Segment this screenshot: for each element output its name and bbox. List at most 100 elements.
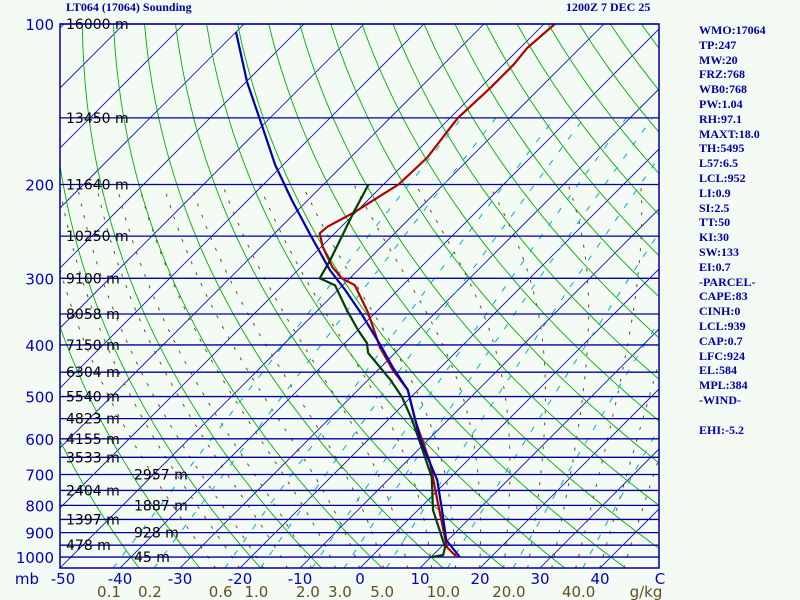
mixing-ratio-line	[259, 117, 585, 568]
height-label: 928 m	[134, 526, 179, 542]
height-label: 45 m	[134, 550, 170, 566]
dry-adiabat-line	[144, 24, 444, 568]
pressure-tick-label: 100	[25, 16, 54, 34]
isotherm-line	[239, 148, 659, 568]
height-label: 3533 m	[66, 450, 120, 466]
dry-adiabat-line	[330, 24, 659, 464]
stat-line: RH:97.1	[699, 111, 742, 126]
height-label: 478 m	[66, 538, 111, 554]
isotherm-line	[60, 24, 65, 29]
stat-line: CAP:0.7	[699, 333, 743, 348]
mixing-ratio-tick-label: 10.0	[427, 583, 460, 600]
stat-line: TP:247	[699, 37, 737, 52]
isotherm-line	[60, 24, 365, 329]
dry-adiabat-line	[60, 162, 262, 568]
mixing-ratio-line	[446, 231, 659, 568]
dry-adiabat-line	[797, 24, 800, 568]
mixing-ratio-line	[343, 117, 653, 568]
isotherm-line	[60, 24, 485, 449]
height-label: 7150 m	[66, 338, 120, 354]
stat-line: EI:0.7	[699, 259, 731, 274]
moist-adiabat-line	[551, 184, 590, 568]
moist-adiabat-line	[190, 184, 385, 568]
stat-line: LI:0.9	[699, 185, 731, 200]
isobars	[60, 23, 659, 558]
mixing-ratio-line	[224, 117, 556, 568]
stat-line: SI:2.5	[699, 200, 730, 215]
plot-frame	[59, 23, 660, 569]
stat-line: -PARCEL-	[699, 274, 756, 289]
isotherm-line	[539, 448, 659, 568]
temperature-unit-label: C	[655, 570, 665, 588]
pressure-tick-label: 400	[25, 337, 54, 355]
pressure-tick-label: 500	[25, 389, 54, 407]
stat-line: EL:584	[699, 363, 738, 378]
moist-adiabat-line	[138, 184, 337, 568]
stat-line: L57:6.5	[699, 156, 738, 171]
isotherm-line	[479, 388, 659, 568]
temperature-tick-label: -30	[168, 570, 193, 588]
height-label: 5540 m	[66, 390, 120, 406]
stat-line: SW:133	[699, 244, 740, 259]
dry-adiabat-line	[206, 24, 566, 568]
stat-line: TH:5495	[699, 141, 745, 156]
isotherm-line	[60, 24, 305, 269]
isotherm-line	[60, 24, 545, 509]
mixing-ratio-tick-label: 1.0	[244, 583, 268, 600]
height-label: 8058 m	[66, 307, 120, 323]
mixing-ratio-line	[311, 117, 627, 568]
temperature-tick-label: 30	[530, 570, 549, 588]
mixing-ratio-tick-label: 0.1	[97, 583, 121, 600]
mixing-ratio-tick-label: 20.0	[492, 583, 525, 600]
mixing-ratio-tick-label: 2.0	[296, 583, 320, 600]
height-label: 2404 m	[66, 483, 120, 499]
mixing-ratio-line	[582, 426, 659, 568]
pressure-tick-label: 700	[25, 466, 54, 484]
stat-line: EHI:-5.2	[699, 422, 744, 437]
mixing-ratio-tick-label: 0.6	[209, 583, 233, 600]
height-label: 10250 m	[66, 229, 129, 245]
moist-adiabat-line	[599, 360, 659, 568]
height-label: 1397 m	[66, 512, 120, 528]
moist-adiabat-line	[60, 185, 241, 568]
stat-line: MPL:384	[699, 378, 748, 393]
stat-line: WMO:17064	[699, 23, 766, 37]
dry-adiabat-line	[578, 24, 659, 133]
temperature-tick-label: -50	[51, 570, 76, 588]
background-lines	[60, 24, 800, 568]
moist-adiabat-line	[353, 184, 482, 568]
temperature-tick-label: -20	[228, 570, 253, 588]
mixing-ratio-line	[385, 156, 659, 568]
moist-adiabat-line	[301, 184, 457, 568]
chart-title: LT064 (17064) Sounding	[66, 0, 192, 14]
stat-line: LCL:939	[699, 318, 746, 333]
moist-adiabat-line	[488, 184, 546, 568]
mixing-ratio-tick-label: 3.0	[328, 583, 352, 600]
stability-indices-panel: WMO:17064 TP:247 MW:20 FRZ:768 WB0:768 PW:1.0…	[699, 23, 766, 437]
axis-labels: 16000 m 13450 m 11640 m 10250 m 9100 m 8058 m…	[15, 16, 665, 600]
height-label: 2957 m	[134, 467, 188, 483]
height-label: 4823 m	[66, 412, 120, 428]
dry-adiabat-line	[299, 24, 659, 506]
stat-line: FRZ:768	[699, 67, 745, 82]
stat-line: MW:20	[699, 52, 738, 67]
stat-line: CAPE:83	[699, 289, 748, 304]
dry-adiabat-line	[60, 439, 140, 568]
dry-adiabat-line	[454, 24, 659, 298]
pressure-unit-label: mb	[15, 570, 39, 588]
dry-adiabat-line	[361, 24, 659, 422]
temperature-tick-label: -40	[108, 570, 133, 588]
dry-adiabat-line	[112, 24, 384, 568]
isotherm-line	[60, 24, 245, 209]
temperature-tick-label: 40	[590, 570, 609, 588]
dry-adiabat-line	[175, 24, 505, 568]
moist-adiabat-line	[415, 184, 511, 568]
sounding-time: 1200Z 7 DEC 25	[566, 0, 651, 14]
isotherm-line	[179, 88, 659, 568]
pressure-tick-label: 200	[25, 176, 54, 194]
moist-adiabat-line	[116, 184, 313, 568]
height-label: 1887 m	[134, 498, 188, 514]
mixing-ratio-tick-label: 0.2	[138, 583, 162, 600]
dry-adiabat-line	[485, 24, 659, 257]
stat-line: CINH:0	[699, 304, 741, 319]
